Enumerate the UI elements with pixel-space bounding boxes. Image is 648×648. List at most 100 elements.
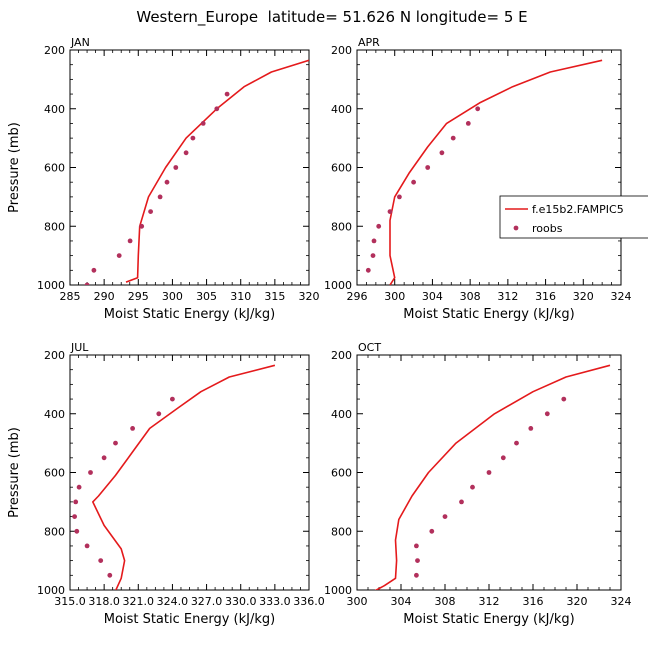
legend-obs-label: roobs [532, 222, 563, 235]
x-axis-label: Moist Static Energy (kJ/kg) [403, 612, 574, 627]
x-tick-label: 320 [573, 290, 594, 303]
x-tick-label: 315.0 [54, 595, 86, 608]
obs-point [528, 426, 534, 431]
obs-point [190, 135, 196, 141]
legend-model-label: f.e15b2.FAMPIC5 [532, 203, 624, 216]
model-profile-line [374, 364, 611, 590]
y-tick-label: 600 [331, 467, 352, 480]
obs-point [101, 455, 107, 461]
x-axis-label: Moist Static Energy (kJ/kg) [104, 612, 275, 627]
x-tick-label: 324.0 [157, 595, 189, 608]
x-tick-label: 312 [479, 595, 500, 608]
obs-point [173, 165, 179, 170]
y-tick-label: 200 [331, 44, 352, 57]
obs-point [200, 121, 206, 126]
y-tick-label: 600 [44, 162, 65, 175]
panel-label: OCT [358, 341, 381, 354]
obs-point [500, 455, 506, 461]
obs-point [98, 558, 104, 563]
y-axis-label: Pressure (mb) [7, 427, 22, 518]
obs-point [439, 150, 445, 156]
obs-point [414, 543, 419, 549]
y-tick-label: 600 [44, 467, 65, 480]
plot-frame [69, 49, 310, 286]
obs-point [76, 484, 82, 490]
obs-point [514, 440, 519, 446]
obs-point [544, 411, 550, 417]
obs-point [130, 426, 136, 431]
y-tick-label: 800 [331, 525, 352, 538]
obs-point [387, 209, 393, 215]
obs-point [370, 253, 376, 258]
obs-point [148, 209, 154, 215]
obs-point [414, 572, 419, 578]
figure-title: Western_Europe latitude= 51.626 N longit… [136, 8, 527, 27]
obs-point [465, 121, 471, 126]
model-profile-line [125, 59, 309, 283]
x-tick-label: 296 [347, 290, 368, 303]
x-tick-label: 324 [611, 595, 632, 608]
obs-point [459, 499, 464, 505]
x-tick-label: 305 [196, 290, 217, 303]
x-axis-label: Moist Static Energy (kJ/kg) [403, 307, 574, 322]
obs-point [72, 514, 77, 519]
obs-point [214, 106, 220, 112]
x-tick-label: 320 [567, 595, 588, 608]
panel-jul: JUL 315.0 318.0 321.0 324.0 327.0 330.0 333.0 33… [7, 341, 325, 627]
obs-point [88, 470, 93, 475]
y-tick-label: 800 [44, 525, 65, 538]
obs-point [84, 543, 90, 549]
legend-box [499, 195, 648, 239]
y-tick-label: 200 [44, 44, 65, 57]
obs-point [127, 238, 133, 244]
x-tick-label: 324 [611, 290, 632, 303]
obs-point [397, 194, 402, 200]
obs-point [107, 572, 113, 578]
y-tick-label: 1000 [324, 279, 352, 292]
obs-point [74, 528, 80, 534]
y-tick-label: 1000 [324, 584, 352, 597]
x-tick-label: 290 [94, 290, 115, 303]
obs-point [139, 223, 145, 229]
obs-point [429, 528, 435, 534]
panel-oct: OCT 300 304 308 312 316 320 324 200 400 600 800 1000… [324, 341, 632, 627]
y-tick-label: 600 [331, 162, 352, 175]
y-tick-label: 400 [44, 103, 65, 116]
obs-point [73, 499, 79, 505]
x-tick-label: 300 [347, 595, 368, 608]
obs-point [450, 135, 456, 141]
x-tick-label: 330.0 [225, 595, 257, 608]
y-tick-label: 800 [331, 220, 352, 233]
x-tick-label: 327.0 [191, 595, 223, 608]
model-profile-line [389, 59, 603, 285]
obs-point [415, 558, 420, 563]
obs-point [365, 267, 371, 273]
y-axis-label: Pressure (mb) [7, 122, 22, 213]
x-tick-label: 308 [460, 290, 481, 303]
y-tick-label: 1000 [37, 279, 65, 292]
x-tick-label: 295 [128, 290, 149, 303]
obs-point [116, 253, 122, 258]
obs-point [561, 396, 567, 402]
y-tick-label: 400 [331, 103, 352, 116]
x-tick-label: 308 [435, 595, 456, 608]
obs-point [84, 282, 90, 285]
y-tick-label: 200 [44, 349, 65, 362]
obs-point [376, 223, 382, 229]
obs-point [113, 440, 118, 446]
x-tick-label: 304 [422, 290, 443, 303]
x-tick-label: 321.0 [123, 595, 155, 608]
x-tick-label: 312 [497, 290, 518, 303]
panel-jan: JAN 285 290 295 300 305 310 315 320 200 400 600 800 1… [7, 36, 320, 322]
y-tick-label: 400 [44, 408, 65, 421]
obs-point [183, 150, 189, 156]
obs-point [371, 238, 377, 244]
x-tick-label: 316 [523, 595, 544, 608]
x-tick-label: 304 [391, 595, 412, 608]
y-tick-label: 1000 [37, 584, 65, 597]
plot-frame [356, 49, 622, 286]
obs-point [486, 470, 492, 475]
x-tick-label: 320 [299, 290, 320, 303]
y-tick-label: 400 [331, 408, 352, 421]
panel-label: JAN [70, 36, 90, 49]
